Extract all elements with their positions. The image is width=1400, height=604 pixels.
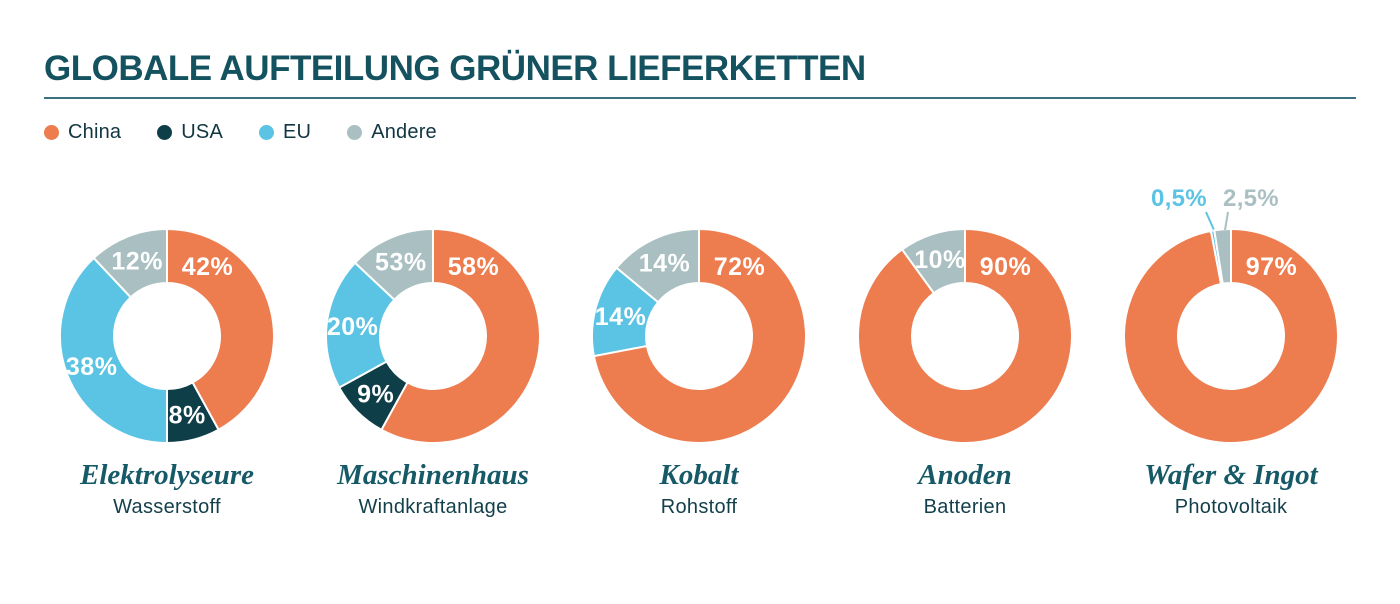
legend-item-eu: EU [259, 121, 311, 144]
chart-name: Kobalt [659, 459, 739, 491]
legend-item-andere: Andere [347, 121, 437, 144]
segment-percent-label: 97% [1246, 253, 1298, 281]
donut-svg-maschinenhaus: 58% 9% 20% 53% [325, 227, 541, 444]
segment-andere [900, 227, 966, 295]
callout-leader-line [1205, 211, 1215, 231]
legend-item-usa: USA [157, 121, 223, 144]
segment-andere [92, 227, 168, 299]
donut-chart-wafer-ingot: 97% 0,5% 2,5% Wafer & Ingot Photovoltaik [1098, 182, 1364, 520]
legend-label: China [68, 121, 122, 143]
segment-china [592, 227, 807, 444]
donut-chart-elektrolyseure: 42% 8% 38% 12% Elektrolyseure Wasserstoff [34, 182, 300, 520]
donut-chart-maschinenhaus: 58% 9% 20% 53% Maschinenhaus Windkraftanlag… [300, 182, 566, 520]
donut-chart-anoden: 90% 10% Anoden Batterien [832, 182, 1098, 520]
chart-category: Wasserstoff [113, 496, 221, 518]
chart-name: Elektrolyseure [80, 459, 254, 491]
segment-percent-label: 8% [169, 401, 206, 429]
legend-item-china: China [44, 121, 121, 144]
segment-eu [325, 261, 396, 389]
segment-percent-label: 38% [66, 353, 118, 381]
chart-category: Batterien [923, 496, 1007, 518]
donut-charts-row: 42% 8% 38% 12% Elektrolyseure Wasserstoff 5… [34, 182, 1356, 520]
legend-label: Andere [371, 121, 437, 143]
segment-percent-label: 42% [182, 253, 234, 281]
segment-china [166, 227, 275, 432]
chart-name: Maschinenhaus [337, 459, 529, 491]
segment-percent-label: 53% [375, 249, 427, 277]
segment-eu [59, 256, 168, 445]
donut-svg-kobalt: 72% 14% 14% [591, 227, 807, 444]
segment-percent-label: 72% [714, 253, 766, 281]
segment-percent-label: 10% [914, 246, 966, 274]
chart-name: Anoden [918, 459, 1012, 491]
eu-color-dot [259, 125, 274, 140]
segment-percent-label: 12% [111, 248, 163, 276]
segment-percent-label: 90% [980, 253, 1032, 281]
donut-chart-kobalt: 72% 14% 14% Kobalt Rohstoff [566, 182, 832, 520]
callout-leader-line [1224, 211, 1229, 231]
segment-percent-label: 14% [639, 250, 691, 278]
legend-label: EU [283, 121, 312, 143]
andere-color-dot [347, 125, 363, 140]
segment-percent-label: 58% [448, 253, 500, 281]
segment-percent-label: 14% [595, 303, 647, 331]
segment-callout-label: 2,5% [1223, 185, 1279, 212]
usa-color-dot [157, 125, 173, 140]
segment-callout-label: 0,5% [1151, 185, 1207, 212]
segment-andere [1213, 227, 1232, 285]
china-color-dot [44, 125, 59, 140]
chart-category: Windkraftanlage [358, 496, 508, 518]
segment-china [857, 227, 1073, 444]
segment-andere [353, 227, 434, 302]
title-divider [44, 97, 1356, 99]
page-title: GLOBALE AUFTEILUNG GRÜNER LIEFERKETTEN [44, 49, 866, 88]
chart-category: Rohstoff [660, 496, 738, 518]
segment-china [380, 227, 541, 444]
chart-category: Photovoltaik [1174, 496, 1288, 518]
donut-svg-elektrolyseure: 42% 8% 38% 12% [59, 227, 275, 445]
donut-svg-wafer-ingot: 97% 0,5% 2,5% [1123, 185, 1339, 444]
donut-svg-anoden: 90% 10% [857, 227, 1073, 444]
infographic-page: GLOBALE AUFTEILUNG GRÜNER LIEFERKETTEN C… [34, 49, 1356, 520]
segment-percent-label: 20% [327, 313, 379, 341]
legend-label: USA [181, 121, 223, 143]
segment-andere [615, 227, 700, 304]
segment-china [1123, 227, 1339, 444]
legend: China USA EU Andere [44, 121, 1356, 144]
chart-name: Wafer & Ingot [1144, 459, 1318, 491]
segment-percent-label: 9% [357, 380, 394, 408]
